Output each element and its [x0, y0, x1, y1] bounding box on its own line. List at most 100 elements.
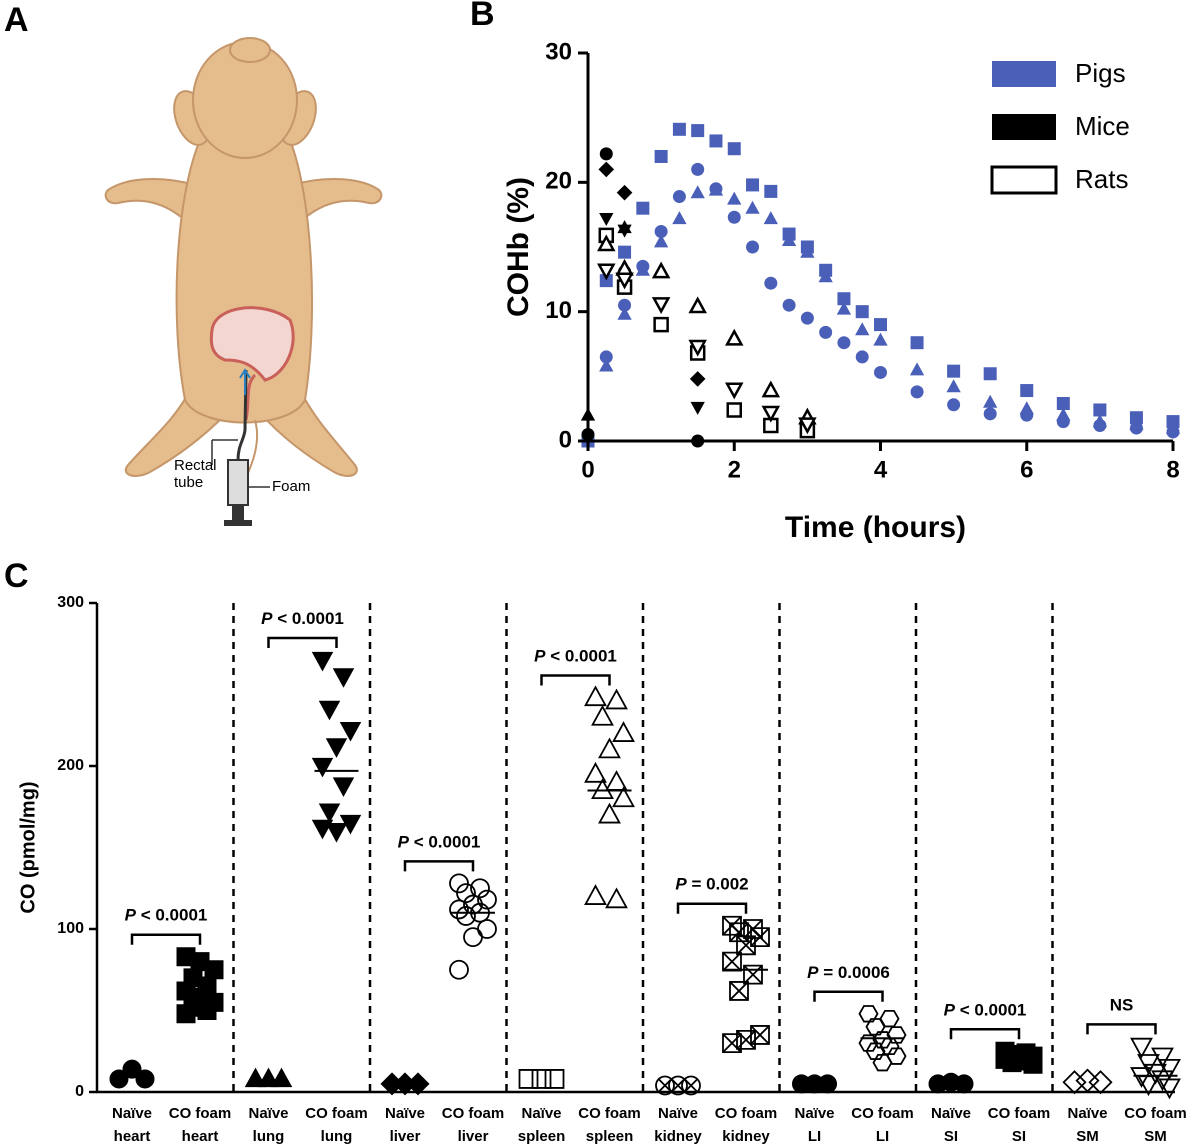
- data-point: [597, 263, 616, 281]
- data-point: [818, 269, 833, 283]
- data-point: [605, 887, 628, 909]
- data-point: [691, 124, 705, 138]
- illustration-label: Rectal: [174, 457, 217, 474]
- data-point: [872, 1053, 893, 1072]
- data-point: [865, 1042, 886, 1060]
- p-value-label: P < 0.0001: [534, 647, 617, 666]
- data-point: [855, 305, 869, 319]
- x-tick-label: spleen: [586, 1128, 634, 1145]
- significance-bracket: [540, 674, 611, 686]
- data-point: [724, 328, 744, 346]
- data-point: [325, 823, 348, 843]
- data-point: [584, 761, 607, 783]
- data-point: [599, 358, 614, 372]
- data-point: [325, 738, 348, 758]
- data-point: [983, 367, 997, 381]
- hind-legs: [124, 388, 358, 477]
- p-text: < 0.0001: [414, 833, 481, 852]
- data-point: [690, 401, 705, 415]
- x-tick-label: 0: [581, 456, 594, 483]
- data-point: [743, 964, 763, 985]
- data-point: [616, 184, 633, 201]
- p-text: NS: [1110, 996, 1134, 1015]
- data-point: [598, 802, 621, 824]
- x-tick-label: CO foam: [851, 1105, 914, 1122]
- data-point: [874, 365, 887, 379]
- x-tick-label: Naïve: [521, 1105, 561, 1122]
- x-tick-label: spleen: [518, 1128, 566, 1145]
- p-value-label: P = 0.0006: [807, 963, 890, 982]
- x-tick-label: SI: [1012, 1128, 1026, 1145]
- data-point: [858, 1005, 879, 1023]
- y-tick-label: 300: [57, 594, 84, 611]
- data-point: [727, 210, 741, 224]
- data-point: [873, 332, 888, 346]
- data-point: [332, 668, 355, 688]
- data-point: [724, 382, 744, 400]
- significance-bracket: [813, 990, 884, 1002]
- syringe-cap: [224, 520, 252, 526]
- data-point: [709, 134, 723, 148]
- data-point: [837, 336, 851, 350]
- data-point: [954, 1074, 974, 1094]
- p-symbol: P: [125, 906, 137, 925]
- syringe-plunger: [232, 505, 244, 520]
- data-point: [591, 778, 614, 799]
- data-point: [584, 884, 607, 905]
- panel-letter: A: [4, 1, 29, 39]
- x-tick-label: CO foam: [305, 1105, 368, 1122]
- x-tick-label: Naïve: [248, 1105, 288, 1122]
- data-point: [591, 704, 614, 726]
- data-point: [653, 316, 669, 333]
- panel-letter: C: [4, 557, 29, 595]
- y-tick-label: 20: [545, 168, 572, 195]
- data-point: [855, 322, 870, 336]
- data-point: [837, 292, 851, 306]
- p-value-label: P < 0.0001: [944, 1001, 1027, 1020]
- illustration-label: tube: [174, 474, 203, 491]
- data-point: [176, 947, 196, 967]
- data-point: [318, 803, 341, 824]
- y-axis-title: COHb (%): [502, 177, 535, 317]
- data-point: [1092, 414, 1108, 428]
- legend-swatch: [990, 165, 1058, 195]
- data-point: [817, 1074, 838, 1094]
- data-point: [800, 244, 815, 258]
- x-tick-label: CO foam: [442, 1105, 505, 1122]
- x-tick-label: heart: [182, 1128, 219, 1145]
- x-tick-label: liver: [458, 1128, 489, 1145]
- data-point: [406, 1072, 430, 1096]
- syringe: [211, 368, 270, 526]
- data-point: [635, 262, 650, 276]
- data-point: [122, 1059, 142, 1079]
- snout: [229, 37, 271, 63]
- pig-illustration: [104, 37, 383, 491]
- data-point: [722, 951, 742, 972]
- data-point: [782, 298, 796, 312]
- data-point: [1056, 407, 1071, 421]
- data-point: [449, 959, 469, 980]
- data-point: [653, 234, 669, 248]
- x-tick-label: kidney: [722, 1128, 770, 1145]
- data-point: [763, 211, 778, 225]
- significance-bracket: [1086, 1023, 1157, 1035]
- data-point: [763, 417, 779, 434]
- data-point: [1020, 384, 1034, 398]
- data-point: [886, 1026, 907, 1044]
- data-point: [311, 757, 334, 778]
- data-point: [910, 336, 924, 350]
- p-text: = 0.002: [691, 875, 748, 894]
- data-point: [135, 1069, 155, 1089]
- p-value-label: NS: [1110, 996, 1134, 1015]
- front-legs: [104, 177, 383, 228]
- data-point: [599, 274, 613, 288]
- x-tick-label: Naïve: [385, 1105, 425, 1122]
- data-point: [618, 245, 632, 259]
- data-point: [584, 685, 607, 707]
- x-tick-label: Naïve: [112, 1105, 152, 1122]
- x-tick-label: 6: [1020, 456, 1033, 483]
- x-tick-label: SM: [1144, 1128, 1167, 1145]
- x-axis-title: Time (hours): [785, 511, 966, 544]
- x-tick-label: Naïve: [1067, 1105, 1107, 1122]
- rectal-tube: [236, 369, 248, 461]
